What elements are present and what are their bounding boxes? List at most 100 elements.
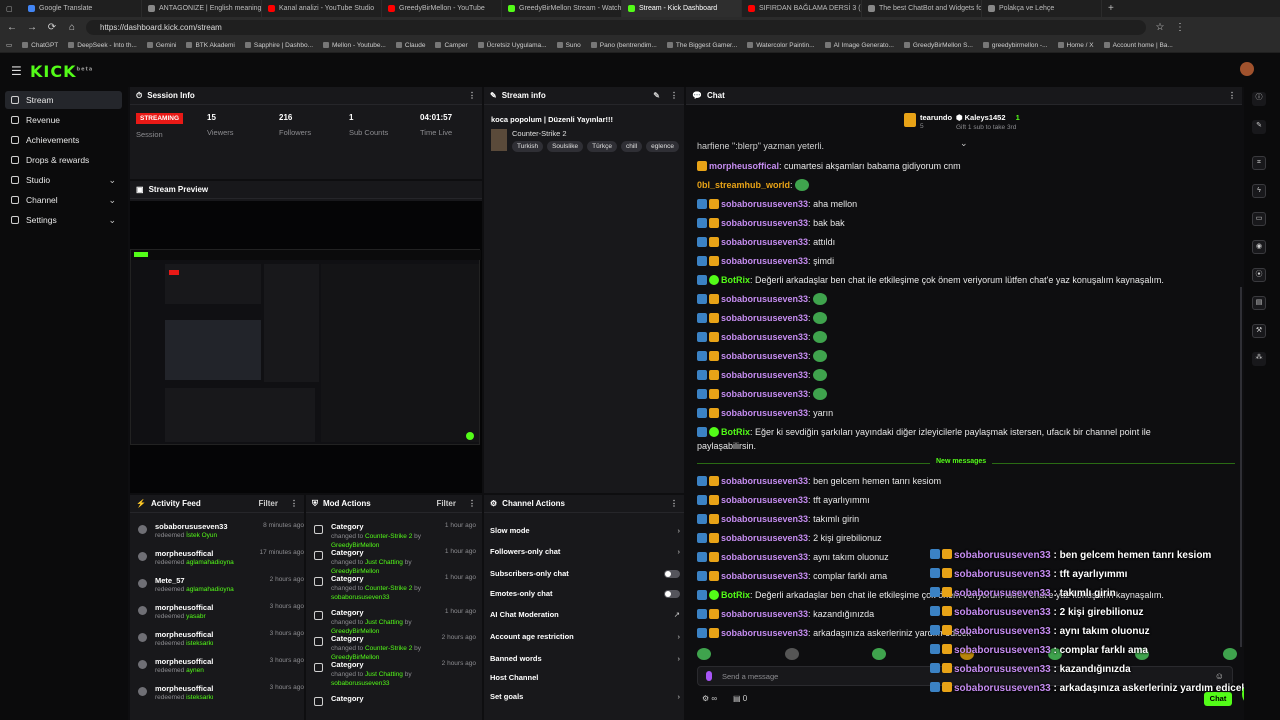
emote-icon[interactable] bbox=[1222, 648, 1237, 660]
sidebar-item-revenue[interactable]: Revenue bbox=[5, 111, 122, 129]
bolt-icon[interactable]: ϟ bbox=[1252, 184, 1266, 198]
chat-username[interactable]: sobaborususeven33 bbox=[721, 199, 809, 209]
sidebar-item-stream[interactable]: Stream bbox=[5, 91, 122, 109]
channel-action-ai-chat-moderation[interactable]: AI Chat Moderation ↗ bbox=[490, 610, 680, 626]
edit-icon[interactable]: ✎ bbox=[653, 91, 660, 100]
bookmark-item[interactable]: Gemini bbox=[146, 42, 176, 49]
info-icon[interactable]: ⓘ bbox=[1252, 92, 1266, 106]
browser-tab[interactable]: Kanal analizi - YouTube Studio bbox=[262, 0, 382, 17]
browser-tab[interactable]: Stream - Kick Dashboard bbox=[622, 0, 742, 17]
activity-user[interactable]: morpheusoffical bbox=[155, 657, 214, 666]
channel-action-banned-words[interactable]: Banned words › bbox=[490, 654, 680, 670]
address-input[interactable]: https://dashboard.kick.com/stream bbox=[86, 20, 1146, 35]
more-icon[interactable]: ⋮ bbox=[670, 499, 678, 508]
settings-icon[interactable]: ⚙ ∞ bbox=[702, 694, 718, 703]
emote-icon[interactable] bbox=[1135, 648, 1150, 660]
bookmark-item[interactable]: Camper bbox=[435, 42, 468, 49]
sidebar-item-drops-rewards[interactable]: Drops & rewards bbox=[5, 151, 122, 169]
bookmark-item[interactable]: Sapphire | Dashbo... bbox=[244, 42, 313, 49]
more-icon[interactable]: ⋮ bbox=[290, 499, 298, 508]
chat-username[interactable]: sobaborususeven33 bbox=[721, 256, 809, 266]
kick-logo[interactable]: KICKbeta bbox=[30, 62, 94, 81]
tab-search-icon[interactable]: ▢ bbox=[6, 5, 13, 13]
activity-user[interactable]: sobaborususeven33 bbox=[155, 522, 228, 531]
wrench-icon[interactable]: ⚒ bbox=[1252, 324, 1266, 338]
send-chat-button[interactable]: Chat bbox=[1204, 692, 1232, 706]
emote-icon[interactable] bbox=[1047, 648, 1062, 660]
browser-tab[interactable]: GreedyBirMellon - YouTube bbox=[382, 0, 502, 17]
more-icon[interactable]: ⋮ bbox=[670, 91, 678, 100]
tag-pill[interactable]: Türkçe bbox=[587, 141, 617, 152]
bookmarks-icon[interactable]: ▭ bbox=[6, 42, 13, 49]
sidebar-item-channel[interactable]: Channel ⌄ bbox=[5, 191, 122, 209]
chat-username[interactable]: sobaborususeven33 bbox=[721, 351, 809, 361]
channel-action-account-age-restriction[interactable]: Account age restriction › bbox=[490, 632, 680, 648]
broadcast-icon[interactable]: ⦿ bbox=[1252, 268, 1266, 282]
bookmark-item[interactable]: BTK Akademi bbox=[186, 42, 235, 49]
more-icon[interactable]: ⋮ bbox=[468, 499, 476, 508]
bookmark-item[interactable]: greedybirmellon -... bbox=[982, 42, 1048, 49]
browser-tab[interactable]: GreedyBirMellon Stream - Watch bbox=[502, 0, 622, 17]
bookmark-item[interactable]: Mellon - Youtube... bbox=[323, 42, 386, 49]
chat-input-box[interactable]: Send a message ☺ bbox=[697, 666, 1233, 686]
chat-username[interactable]: sobaborususeven33 bbox=[721, 237, 809, 247]
speech-icon[interactable]: ◉ bbox=[1252, 240, 1266, 254]
mic-icon[interactable] bbox=[706, 671, 712, 681]
channel-action-followers-only-chat[interactable]: Followers-only chat › bbox=[490, 547, 680, 563]
chat-username[interactable]: sobaborususeven33 bbox=[721, 389, 809, 399]
emote-icon[interactable] bbox=[959, 648, 974, 660]
chevron-down-icon[interactable]: ⌄ bbox=[960, 138, 968, 148]
sidebar-item-studio[interactable]: Studio ⌄ bbox=[5, 171, 122, 189]
chat-username[interactable]: sobaborususeven33 bbox=[721, 408, 809, 418]
toggle-switch[interactable] bbox=[664, 590, 680, 598]
document-icon[interactable]: ▭ bbox=[1252, 212, 1266, 226]
chat-username[interactable]: BotRix bbox=[721, 590, 750, 600]
channel-action-slow-mode[interactable]: Slow mode › bbox=[490, 526, 680, 542]
bookmark-item[interactable]: The Biggest Gamer... bbox=[666, 42, 737, 49]
activity-user[interactable]: morpheusoffical bbox=[155, 630, 214, 639]
bookmark-item[interactable]: Watercolor Paintin... bbox=[747, 42, 815, 49]
chat-username[interactable]: sobaborususeven33 bbox=[721, 552, 809, 562]
sidebar-item-settings[interactable]: Settings ⌄ bbox=[5, 211, 122, 229]
forward-icon[interactable]: → bbox=[27, 22, 37, 33]
avatar[interactable] bbox=[1240, 62, 1254, 76]
filter-button[interactable]: Filter bbox=[436, 499, 456, 508]
browser-tab[interactable]: SIFIRDAN BAĞLAMA DERSİ 3 (EN bbox=[742, 0, 862, 17]
bookmark-item[interactable]: Ücretsiz Uygulama... bbox=[477, 42, 547, 49]
tag-pill[interactable]: Soulslike bbox=[547, 141, 584, 152]
browser-tab[interactable]: Polakça ve Lehçe bbox=[982, 0, 1102, 17]
new-tab-icon[interactable]: + bbox=[1108, 3, 1114, 14]
activity-user[interactable]: morpheusoffical bbox=[155, 549, 214, 558]
more-icon[interactable]: ⋮ bbox=[1228, 91, 1236, 100]
chat-username[interactable]: morpheusoffical bbox=[709, 161, 780, 171]
home-icon[interactable]: ⌂ bbox=[68, 22, 76, 33]
chat-username[interactable]: sobaborususeven33 bbox=[721, 571, 809, 581]
activity-user[interactable]: morpheusoffical bbox=[155, 603, 214, 612]
chat-username[interactable]: sobaborususeven33 bbox=[721, 533, 809, 543]
tag-pill[interactable]: chill bbox=[620, 141, 643, 152]
activity-user[interactable]: morpheusoffical bbox=[155, 684, 214, 693]
emote-icon[interactable] bbox=[697, 648, 711, 660]
channel-action-set-goals[interactable]: Set goals › bbox=[490, 692, 680, 708]
bookmark-item[interactable]: ChatGPT bbox=[22, 42, 58, 49]
channel-action-host-channel[interactable]: Host Channel bbox=[490, 673, 680, 689]
chat-username[interactable]: sobaborususeven33 bbox=[721, 628, 809, 638]
browser-tab[interactable]: The best ChatBot and Widgets for bbox=[862, 0, 982, 17]
extensions-icon[interactable]: ⋮ bbox=[1175, 22, 1185, 33]
emoji-icon[interactable]: ☺ bbox=[1214, 671, 1224, 681]
tag-pill[interactable]: Turkish bbox=[512, 141, 544, 152]
chat-username[interactable]: sobaborususeven33 bbox=[721, 476, 809, 486]
storage-icon[interactable]: ▤ bbox=[1252, 296, 1266, 310]
crop-icon[interactable]: ⌗ bbox=[1252, 156, 1266, 170]
chat-username[interactable]: sobaborususeven33 bbox=[721, 218, 809, 228]
chat-username[interactable]: sobaborususeven33 bbox=[721, 332, 809, 342]
browser-tab[interactable]: ANTAGONIZE | English meaning - bbox=[142, 0, 262, 17]
toggle-switch[interactable] bbox=[664, 570, 680, 578]
menu-icon[interactable]: ☰ bbox=[11, 64, 22, 78]
back-icon[interactable]: ← bbox=[7, 22, 17, 33]
chat-username[interactable]: 0bl_streamhub_world bbox=[697, 180, 791, 190]
browser-tab[interactable]: Google Translate bbox=[22, 0, 142, 17]
bookmark-item[interactable]: GreedyBirMellon S... bbox=[903, 42, 973, 49]
bookmark-item[interactable]: Account home | Ba... bbox=[1103, 42, 1173, 49]
activity-user[interactable]: Mete_57 bbox=[155, 576, 185, 585]
